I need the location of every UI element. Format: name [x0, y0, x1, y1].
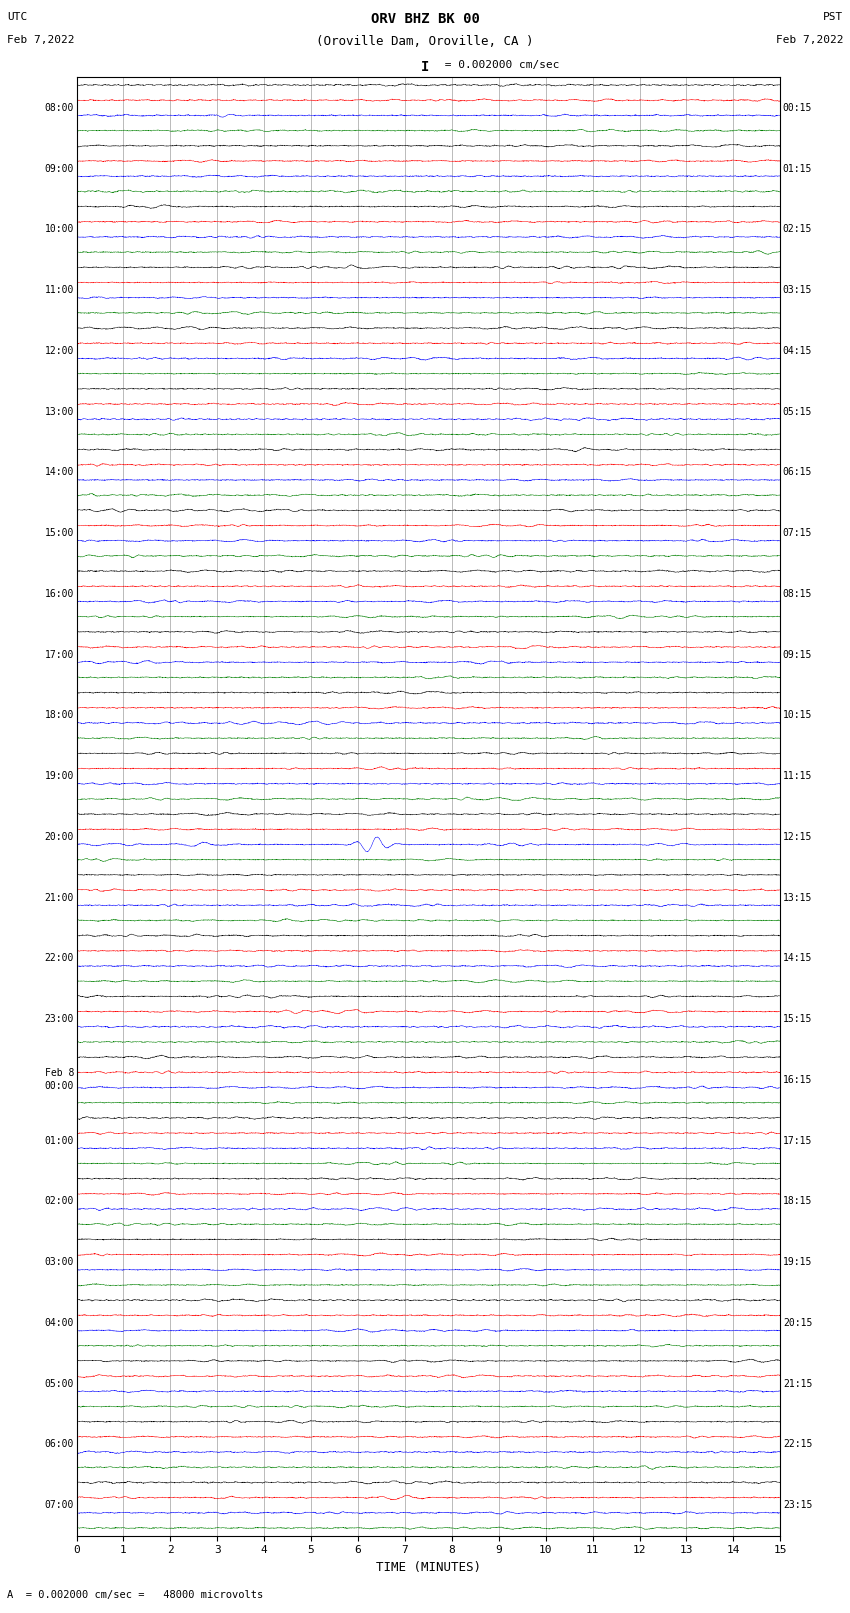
- Text: 22:00: 22:00: [44, 953, 74, 963]
- Text: 15:15: 15:15: [783, 1015, 813, 1024]
- Text: 22:15: 22:15: [783, 1439, 813, 1450]
- Text: 09:00: 09:00: [44, 163, 74, 174]
- Text: 07:00: 07:00: [44, 1500, 74, 1510]
- Text: 02:15: 02:15: [783, 224, 813, 234]
- Text: ORV BHZ BK 00: ORV BHZ BK 00: [371, 11, 479, 26]
- Text: 17:15: 17:15: [783, 1136, 813, 1145]
- Text: 13:15: 13:15: [783, 892, 813, 903]
- Text: 07:15: 07:15: [783, 527, 813, 539]
- Text: 04:00: 04:00: [44, 1318, 74, 1327]
- Text: 14:15: 14:15: [783, 953, 813, 963]
- Text: 21:15: 21:15: [783, 1379, 813, 1389]
- Text: 12:00: 12:00: [44, 345, 74, 356]
- Text: Feb 7,2022: Feb 7,2022: [7, 35, 74, 45]
- Text: 18:15: 18:15: [783, 1197, 813, 1207]
- Text: 09:15: 09:15: [783, 650, 813, 660]
- Text: 01:15: 01:15: [783, 163, 813, 174]
- Text: 11:15: 11:15: [783, 771, 813, 781]
- Text: 08:00: 08:00: [44, 103, 74, 113]
- Text: (Oroville Dam, Oroville, CA ): (Oroville Dam, Oroville, CA ): [316, 35, 534, 48]
- Text: 03:00: 03:00: [44, 1257, 74, 1268]
- Text: Feb 8: Feb 8: [44, 1068, 74, 1079]
- Text: 05:15: 05:15: [783, 406, 813, 416]
- Text: 12:15: 12:15: [783, 832, 813, 842]
- Text: = 0.002000 cm/sec: = 0.002000 cm/sec: [438, 60, 559, 71]
- Text: 08:15: 08:15: [783, 589, 813, 598]
- Text: 21:00: 21:00: [44, 892, 74, 903]
- Text: 10:00: 10:00: [44, 224, 74, 234]
- Text: 14:00: 14:00: [44, 468, 74, 477]
- Text: 16:15: 16:15: [783, 1074, 813, 1086]
- Text: 23:15: 23:15: [783, 1500, 813, 1510]
- Text: 19:15: 19:15: [783, 1257, 813, 1268]
- Text: 04:15: 04:15: [783, 345, 813, 356]
- Text: 20:15: 20:15: [783, 1318, 813, 1327]
- Text: 06:15: 06:15: [783, 468, 813, 477]
- Text: 17:00: 17:00: [44, 650, 74, 660]
- X-axis label: TIME (MINUTES): TIME (MINUTES): [376, 1561, 481, 1574]
- Text: 10:15: 10:15: [783, 710, 813, 721]
- Text: 23:00: 23:00: [44, 1015, 74, 1024]
- Text: 05:00: 05:00: [44, 1379, 74, 1389]
- Text: UTC: UTC: [7, 11, 27, 21]
- Text: 00:15: 00:15: [783, 103, 813, 113]
- Text: A  = 0.002000 cm/sec =   48000 microvolts: A = 0.002000 cm/sec = 48000 microvolts: [7, 1590, 263, 1600]
- Text: 13:00: 13:00: [44, 406, 74, 416]
- Text: Feb 7,2022: Feb 7,2022: [776, 35, 843, 45]
- Text: 02:00: 02:00: [44, 1197, 74, 1207]
- Text: 16:00: 16:00: [44, 589, 74, 598]
- Text: I: I: [421, 60, 429, 74]
- Text: 00:00: 00:00: [44, 1081, 74, 1092]
- Text: 06:00: 06:00: [44, 1439, 74, 1450]
- Text: 15:00: 15:00: [44, 527, 74, 539]
- Text: 03:15: 03:15: [783, 286, 813, 295]
- Text: 20:00: 20:00: [44, 832, 74, 842]
- Text: 01:00: 01:00: [44, 1136, 74, 1145]
- Text: 19:00: 19:00: [44, 771, 74, 781]
- Text: 11:00: 11:00: [44, 286, 74, 295]
- Text: 18:00: 18:00: [44, 710, 74, 721]
- Text: PST: PST: [823, 11, 843, 21]
